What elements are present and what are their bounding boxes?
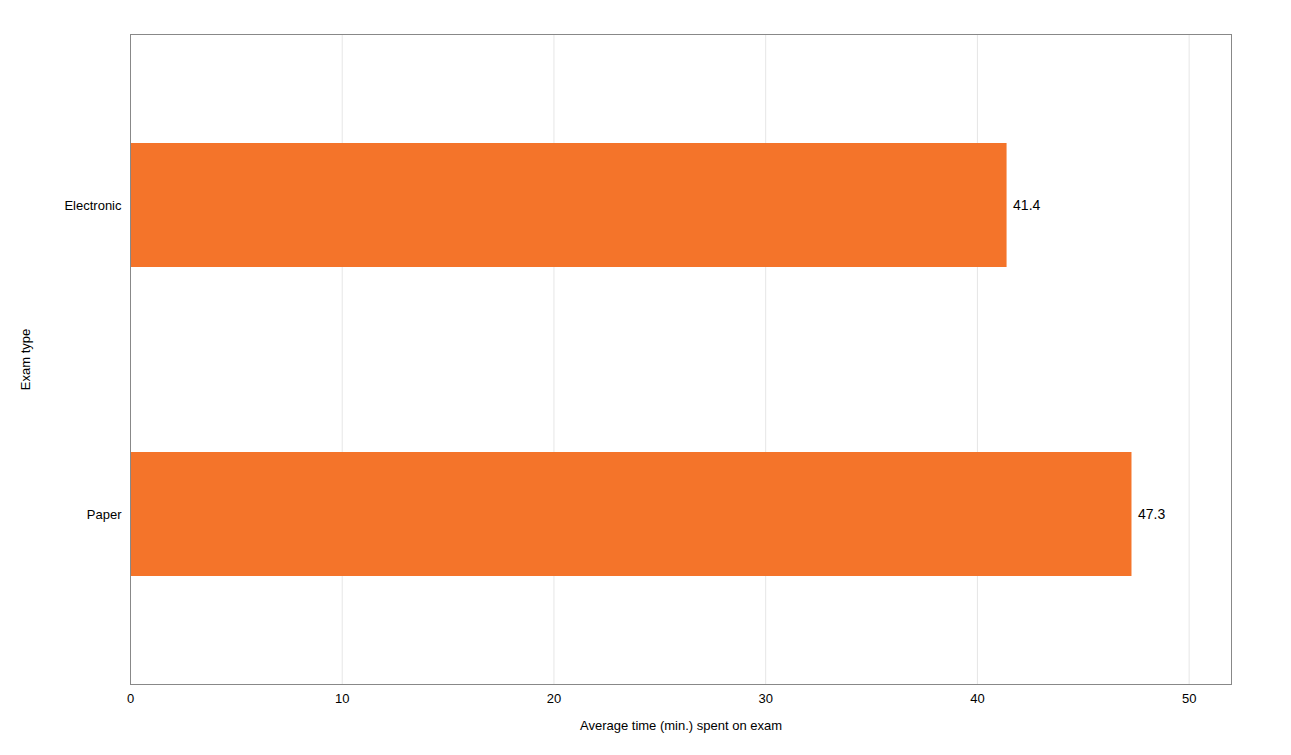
svg-text:Electronic: Electronic xyxy=(64,198,122,213)
svg-text:Paper: Paper xyxy=(87,507,122,522)
svg-text:40: 40 xyxy=(970,691,984,706)
svg-text:10: 10 xyxy=(335,691,349,706)
svg-text:0: 0 xyxy=(127,691,134,706)
svg-text:Exam type: Exam type xyxy=(18,329,33,390)
svg-text:41.4: 41.4 xyxy=(1013,197,1040,213)
svg-text:47.3: 47.3 xyxy=(1138,506,1165,522)
svg-text:30: 30 xyxy=(758,691,772,706)
svg-text:20: 20 xyxy=(547,691,561,706)
svg-text:Average time (min.) spent on e: Average time (min.) spent on exam xyxy=(580,718,782,733)
svg-text:50: 50 xyxy=(1182,691,1196,706)
